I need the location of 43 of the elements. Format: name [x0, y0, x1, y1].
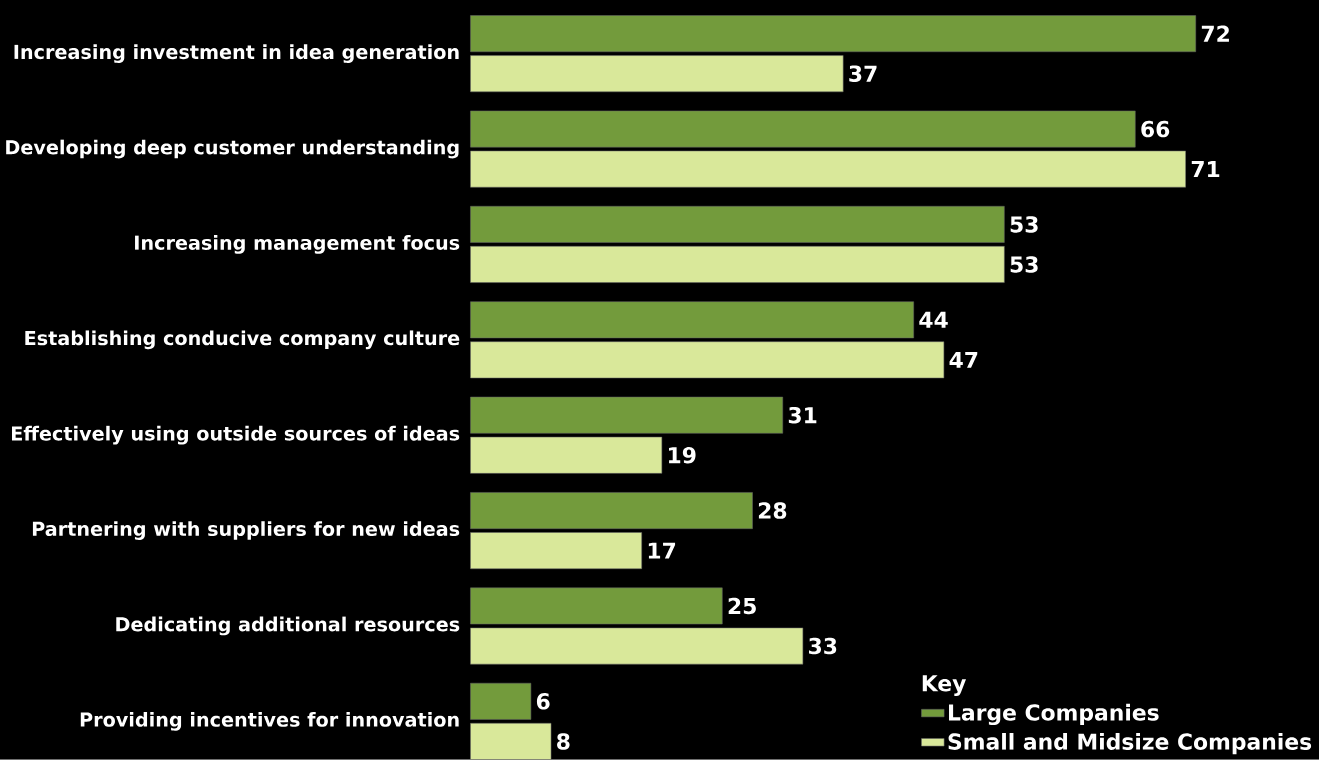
data-label: 6: [536, 693, 550, 710]
bar: [470, 396, 783, 434]
bar: [470, 55, 844, 93]
bar: [470, 150, 1186, 188]
data-label: 47: [949, 351, 978, 368]
bar: [470, 492, 753, 530]
data-label: 28: [758, 502, 787, 519]
bar: [470, 532, 642, 570]
y-tick-label: Establishing conducive company culture: [25, 330, 460, 350]
data-label: 53: [1010, 256, 1038, 273]
legend-title: Key: [922, 675, 967, 697]
y-tick-label: Providing incentives for innovation: [80, 712, 459, 731]
bar: [470, 723, 552, 760]
data-label: 31: [788, 407, 817, 424]
data-label: 44: [919, 311, 948, 328]
y-tick-label: Dedicating additional resources: [116, 616, 460, 636]
bar: [470, 206, 1005, 243]
data-label: 17: [648, 542, 676, 559]
bar: [470, 683, 532, 720]
data-label: 25: [728, 597, 756, 615]
bar: [470, 627, 804, 665]
bar: [470, 436, 663, 474]
legend-label: Small and Midsize Companies: [948, 733, 1312, 755]
bar: [470, 341, 945, 379]
data-label: 37: [849, 65, 877, 83]
y-tick-label: Partnering with suppliers for new ideas: [32, 521, 460, 541]
data-label: 53: [1010, 216, 1038, 233]
bar: [470, 110, 1136, 148]
data-label: 66: [1141, 120, 1170, 138]
data-label: 8: [557, 733, 570, 750]
legend-label: Large Companies: [949, 703, 1159, 726]
y-tick-label: Increasing investment in idea generation: [14, 44, 459, 64]
y-tick-label: Developing deep customer understanding: [6, 139, 459, 159]
y-tick-label: Increasing management focus: [135, 235, 460, 254]
bar: [470, 246, 1005, 283]
bar: [470, 301, 914, 339]
data-label: 19: [669, 447, 696, 464]
data-label: 71: [1191, 161, 1220, 178]
data-label: 72: [1201, 25, 1229, 42]
data-label: 33: [809, 637, 837, 655]
bar: [470, 15, 1196, 53]
y-tick-label: Effectively using outside sources of ideas: [12, 425, 460, 445]
bar: [470, 587, 723, 625]
